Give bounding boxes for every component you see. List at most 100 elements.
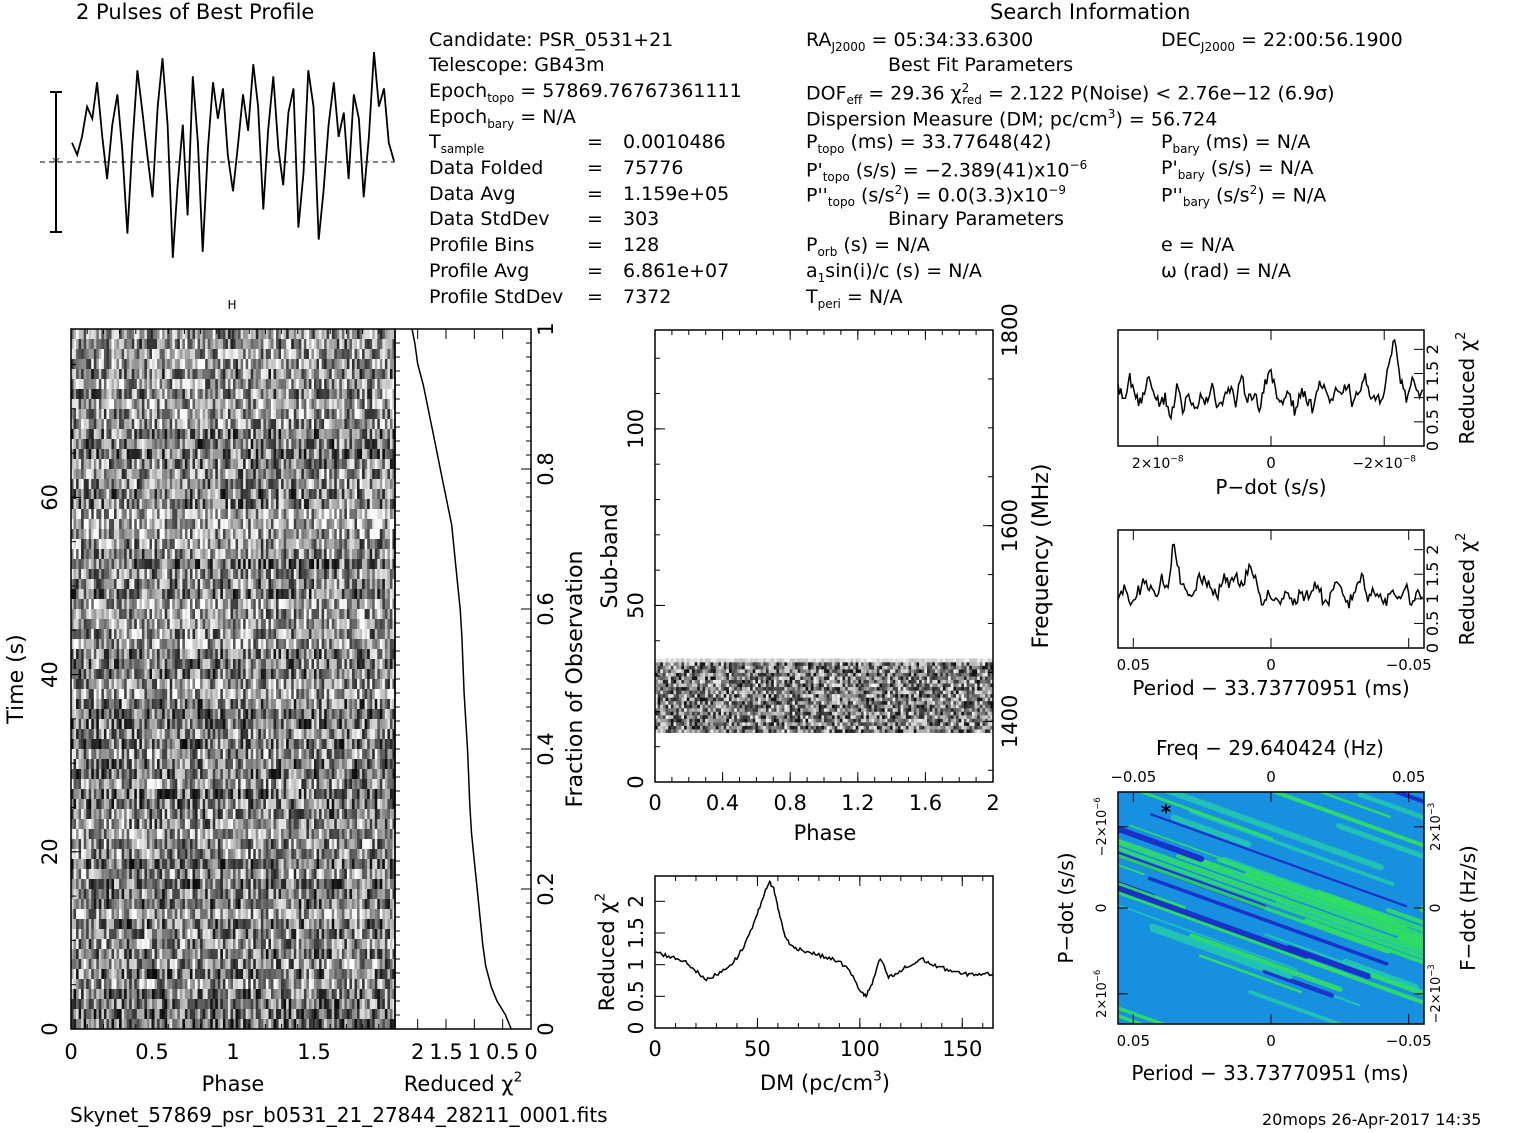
time-phase-cell [321,609,325,620]
time-phase-cell [278,529,282,540]
time-phase-cell [227,369,231,380]
time-phase-cell [265,599,269,610]
time-phase-cell [91,459,95,470]
time-phase-cell [215,389,219,400]
time-phase-cell [103,589,107,600]
time-phase-cell [288,499,292,510]
time-phase-cell [346,499,350,510]
time-phase-cell [114,469,117,480]
time-phase-cell [367,639,371,650]
time-phase-cell [91,669,95,680]
time-phase-cell [222,519,226,530]
time-phase-cell [222,669,226,680]
time-phase-cell [311,689,315,700]
time-phase-cell [230,559,234,570]
time-phase-cell [108,609,112,620]
time-phase-cell [200,329,204,340]
time-phase-cell [319,519,322,530]
time-phase-cell [273,569,277,580]
time-phase-cell [119,539,123,550]
time-phase-cell [278,669,282,680]
time-phase-cell [351,369,355,380]
time-phase-cell [172,539,176,550]
time-phase-cell [202,349,206,360]
time-phase-cell [86,609,90,620]
time-phase-cell [392,549,396,560]
time-phase-cell [111,629,115,640]
time-phase-cell [354,579,358,590]
time-phase-cell [334,699,338,710]
time-phase-cell [134,699,138,710]
time-phase-cell [207,519,211,530]
time-phase-cell [306,349,310,360]
time-phase-cell [108,519,112,530]
time-phase-cell [152,409,155,420]
time-phase-cell [250,709,254,720]
time-phase-cell [169,489,173,500]
time-phase-cell [139,679,143,690]
time-phase-cell [88,589,92,600]
time-phase-cell [255,359,259,370]
time-phase-cell [384,569,388,580]
time-phase-cell [88,639,92,650]
time-phase-cell [346,639,350,650]
time-phase-cell [174,679,178,690]
time-phase-cell [291,619,295,630]
time-phase-cell [364,419,368,430]
time-phase-cell [268,589,272,600]
time-phase-cell [362,339,366,350]
time-phase-cell [177,659,181,670]
time-phase-cell [73,429,77,440]
time-phase-cell [379,609,383,620]
time-phase-cell [217,549,221,560]
time-phase-cell [179,409,183,420]
time-phase-cell [134,449,138,460]
time-phase-cell [126,429,130,440]
time-phase-cell [298,439,302,450]
time-phase-cell [243,599,247,610]
time-phase-cell [129,379,133,390]
time-phase-cell [207,619,211,630]
time-phase-cell [119,369,123,380]
time-phase-cell [379,539,383,550]
time-phase-cell [126,669,130,680]
time-phase-cell [81,339,85,350]
time-phase-cell [334,479,338,490]
time-phase-cell [187,559,191,570]
time-phase-cell [205,709,209,720]
time-phase-cell [273,619,277,630]
time-phase-cell [314,449,317,460]
time-phase-cell [316,419,320,430]
time-phase-cell [346,679,350,690]
time-phase-cell [227,459,231,470]
time-phase-cell [240,389,244,400]
time-phase-cell [243,619,247,630]
time-phase-cell [103,429,107,440]
time-phase-cell [136,619,140,630]
time-phase-cell [76,349,79,360]
time-phase-cell [339,339,343,350]
time-phase-cell [230,379,234,390]
time-phase-cell [288,479,292,490]
time-phase-cell [253,559,257,570]
time-phase-cell [141,439,145,450]
time-phase-cell [298,559,302,570]
time-phase-cell [108,559,112,570]
time-phase-cell [283,639,287,650]
time-phase-cell [291,429,295,440]
time-phase-cell [108,429,112,440]
time-phase-cell [114,389,117,400]
time-phase-cell [144,479,148,490]
time-phase-cell [321,619,325,630]
time-phase-cell [329,549,333,560]
time-phase-cell [359,349,363,360]
time-phase-cell [377,659,381,670]
time-phase-cell [258,429,262,440]
time-phase-cell [250,339,254,350]
time-phase-cell [164,399,168,410]
time-phase-cell [182,599,186,610]
time-phase-cell [86,439,90,450]
time-phase-cell [286,409,290,420]
time-phase-cell [308,599,312,610]
time-phase-cell [255,439,259,450]
